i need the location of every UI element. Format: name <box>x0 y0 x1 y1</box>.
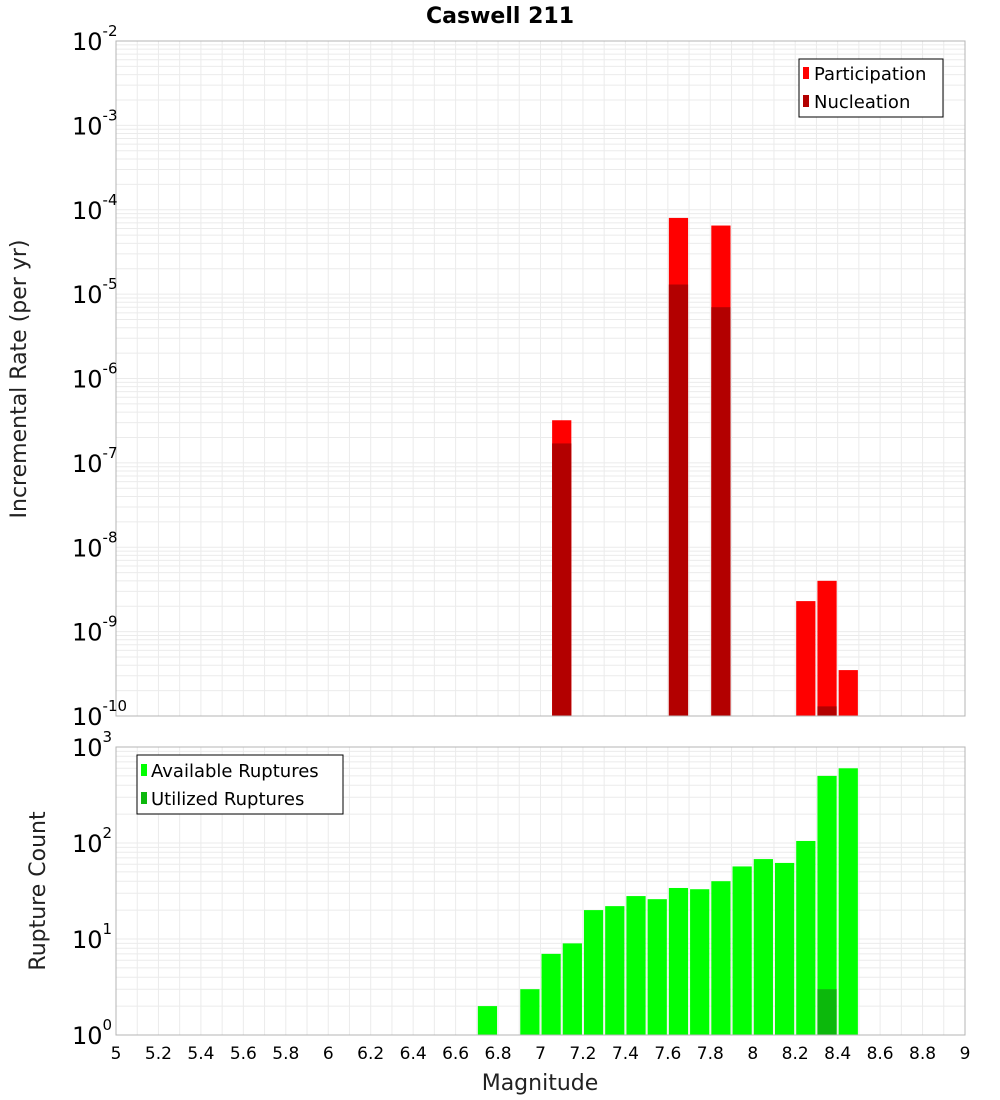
legend-label-nucleation: Nucleation <box>814 92 910 113</box>
bottom-bars <box>477 768 858 1035</box>
bar-available <box>541 953 561 1035</box>
x-tick-label: 9 <box>960 1044 971 1064</box>
bar-available <box>520 989 540 1035</box>
bottom-y-tick-labels: 103 102 101 100 <box>72 728 112 1050</box>
y-tick-label: 102 <box>72 824 112 858</box>
bar-available <box>732 866 752 1035</box>
legend-label-available: Available Ruptures <box>151 761 319 782</box>
y-tick-label: 10-5 <box>72 275 118 309</box>
bar-nucleation <box>552 443 572 716</box>
legend-swatch-available <box>141 764 147 776</box>
top-legend-box <box>798 58 944 118</box>
y-tick-label: 10-3 <box>72 106 118 140</box>
bar-nucleation <box>668 284 689 716</box>
bottom-plot-frame <box>115 746 966 1036</box>
x-tick-label: 5.4 <box>187 1044 214 1064</box>
bar-available <box>753 859 773 1035</box>
bottom-legend-box <box>136 754 344 815</box>
y-tick-label: 10-4 <box>72 191 118 225</box>
top-gridlines <box>115 41 966 717</box>
y-tick-label: 10-2 <box>72 22 118 56</box>
bar-available <box>626 896 646 1035</box>
x-tick-label: 6.4 <box>400 1044 427 1064</box>
bottom-legend: Available Ruptures Utilized Ruptures <box>136 754 344 815</box>
bar-available <box>605 906 625 1035</box>
bar-available <box>477 1006 498 1035</box>
bar-available <box>796 840 816 1035</box>
x-tick-label: 8.6 <box>867 1044 894 1064</box>
x-tick-label: 7.8 <box>697 1044 724 1064</box>
top-y-tick-labels: 10-2 10-3 10-4 10-5 10-6 10-7 10-8 10-9 10-10 <box>72 22 127 731</box>
bar-available <box>774 862 795 1035</box>
x-tick-label: 8.4 <box>824 1044 851 1064</box>
x-tick-label: 6.2 <box>357 1044 384 1064</box>
x-tick-label: 5.6 <box>230 1044 257 1064</box>
top-panel: 10-2 10-3 10-4 10-5 10-6 10-7 10-8 10-9 10-10 In… <box>7 22 966 731</box>
y-tick-label: 10-9 <box>72 613 118 647</box>
bar-participation <box>817 580 837 716</box>
bar-available <box>711 881 731 1035</box>
x-tick-label: 7 <box>535 1044 546 1064</box>
x-tick-label: 5.2 <box>145 1044 172 1064</box>
bar-utilized <box>817 989 837 1035</box>
x-tick-label: 6.8 <box>485 1044 512 1064</box>
top-y-axis-label: Incremental Rate (per yr) <box>7 240 32 519</box>
x-tick-label: 7.4 <box>612 1044 639 1064</box>
y-tick-label: 103 <box>72 728 112 762</box>
bar-available <box>690 889 710 1035</box>
legend-swatch-participation <box>803 67 809 79</box>
chart-title: Caswell 211 <box>426 4 574 29</box>
y-tick-label: 10-7 <box>72 444 118 478</box>
x-tick-labels: 5 5.2 5.4 5.6 5.8 6 6.2 6.4 6.6 6.8 7 7.2 7.4 7.6 7.8 8… <box>111 1044 971 1064</box>
x-tick-label: 5 <box>111 1044 122 1064</box>
bar-available <box>562 943 582 1035</box>
top-legend: Participation Nucleation <box>798 58 944 118</box>
bar-available <box>583 910 604 1035</box>
x-tick-label: 7.2 <box>569 1044 596 1064</box>
top-plot-frame <box>115 40 966 717</box>
legend-label-participation: Participation <box>814 64 926 85</box>
bar-nucleation <box>817 706 837 716</box>
bar-available <box>817 775 837 1035</box>
bottom-y-axis-label: Rupture Count <box>26 811 51 971</box>
y-tick-label: 10-10 <box>72 697 127 731</box>
x-axis-label: Magnitude <box>482 1071 599 1096</box>
bar-available <box>647 899 667 1035</box>
legend-swatch-utilized <box>141 792 147 804</box>
x-tick-label: 5.8 <box>272 1044 299 1064</box>
x-tick-label: 6.6 <box>442 1044 469 1064</box>
bottom-panel: 103 102 101 100 Rupture Count Available Rup… <box>26 728 966 1050</box>
x-tick-label: 8.2 <box>782 1044 809 1064</box>
y-tick-label: 101 <box>72 920 112 954</box>
y-tick-label: 10-8 <box>72 528 118 562</box>
x-tick-label: 8.8 <box>909 1044 936 1064</box>
x-tick-label: 6 <box>323 1044 334 1064</box>
bar-nucleation <box>711 307 731 716</box>
x-tick-label: 8 <box>747 1044 758 1064</box>
legend-swatch-nucleation <box>803 95 809 107</box>
legend-label-utilized: Utilized Ruptures <box>151 789 304 810</box>
bar-participation <box>838 670 858 716</box>
bar-available <box>838 768 858 1035</box>
y-tick-label: 100 <box>72 1016 112 1050</box>
bar-participation <box>796 601 816 716</box>
top-bars <box>552 217 858 716</box>
bar-available <box>668 887 689 1035</box>
y-tick-label: 10-6 <box>72 360 118 394</box>
x-tick-label: 7.6 <box>654 1044 681 1064</box>
